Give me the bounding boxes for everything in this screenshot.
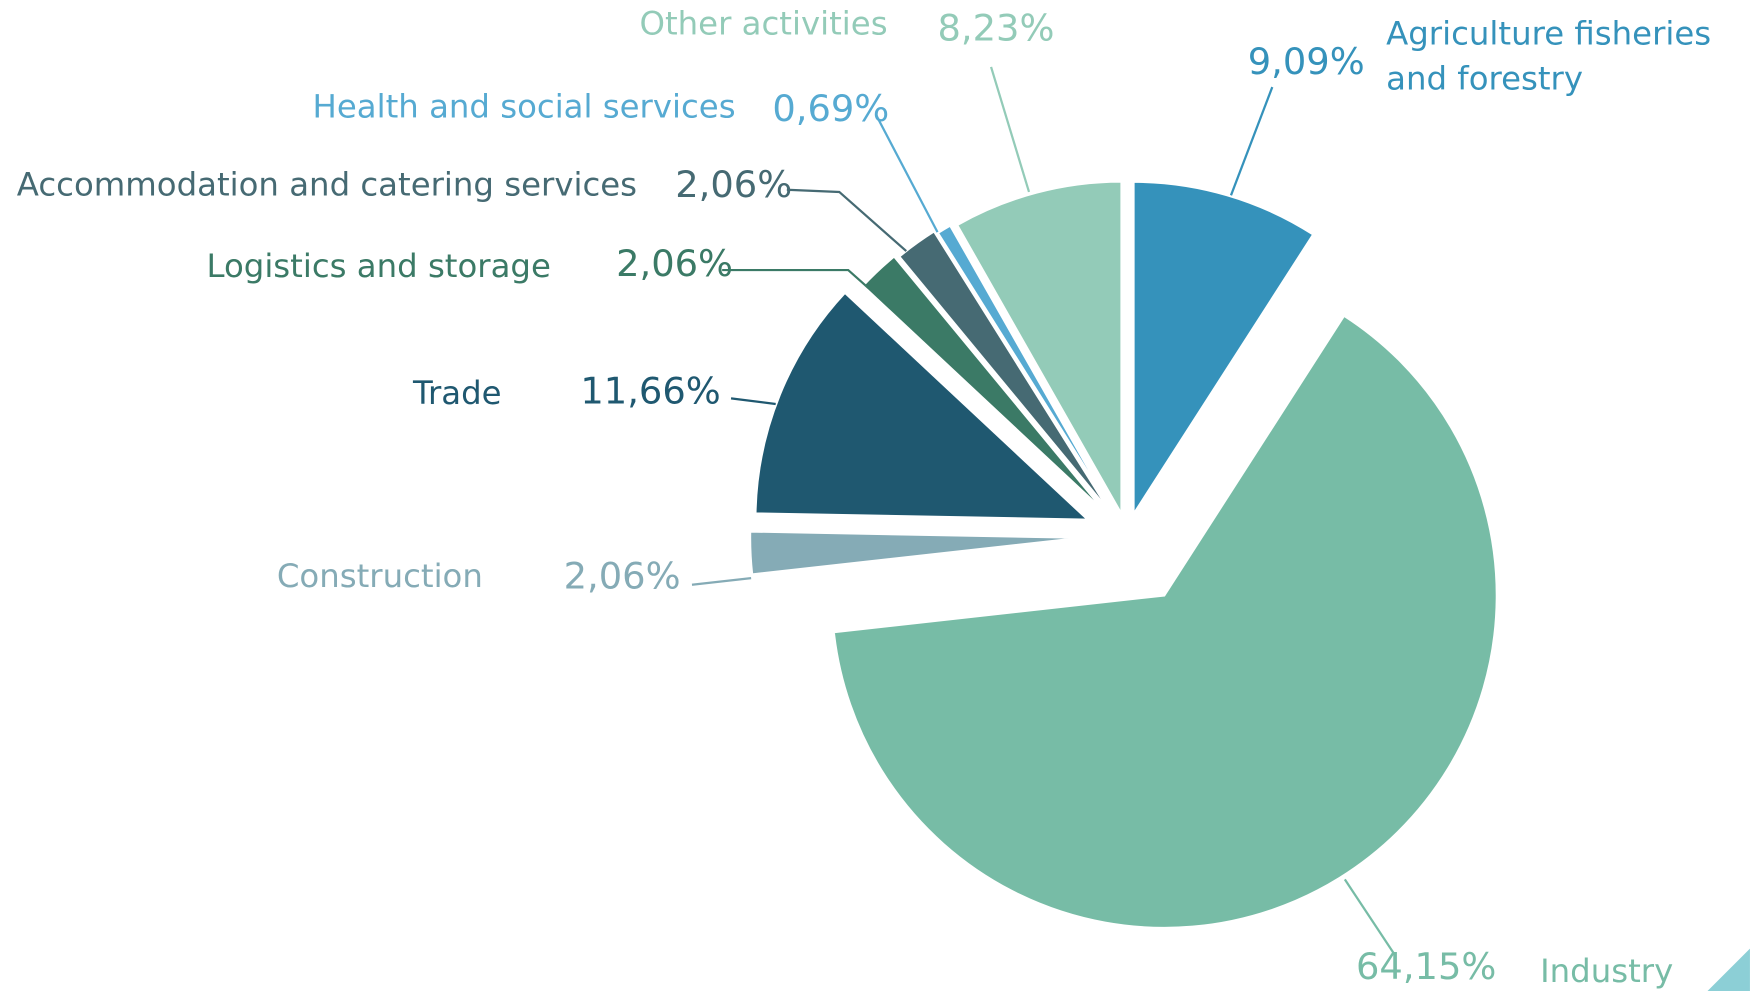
pie-slice [1132, 180, 1315, 519]
slice-label: Construction [277, 557, 483, 595]
slice-percent: 2,06% [616, 242, 733, 285]
pie-slice [897, 229, 1112, 514]
leader-line [1229, 86, 1274, 196]
pie-slice [955, 180, 1123, 519]
slice-label: Logistics and storage [207, 247, 551, 285]
slice-percent: 9,09% [1248, 40, 1365, 83]
slice-percent: 8,23% [937, 7, 1054, 50]
slice-percent: 2,06% [564, 555, 681, 598]
leader-line [875, 114, 939, 233]
corner-decoration [1707, 948, 1750, 991]
pie-slice [861, 254, 1107, 514]
leader-line [989, 66, 1031, 193]
slice-percent: 2,06% [675, 163, 792, 206]
slice-label: Trade [412, 374, 502, 412]
slice-label: Industry [1540, 952, 1673, 990]
leader-line [786, 188, 907, 252]
leader-line [1343, 878, 1396, 956]
leader-line [691, 576, 752, 586]
pie-slice [754, 291, 1091, 521]
pie-slice [748, 530, 1083, 576]
pie-slice [936, 223, 1116, 516]
slice-percent: 11,66% [580, 369, 720, 412]
slice-label: Other activities [640, 5, 888, 43]
slice-percent: 64,15% [1356, 945, 1496, 988]
slice-label: Health and social services [313, 87, 736, 125]
slice-label: Accommodation and catering services [17, 165, 637, 203]
leader-line [722, 268, 870, 289]
slice-label: Agriculture fisheries and forestry [1386, 14, 1712, 98]
slice-percent: 0,69% [772, 87, 889, 130]
pie-slice [832, 314, 1498, 930]
leader-line [730, 397, 776, 406]
slice-label-box: Agriculture fisheries and forestry [1386, 14, 1712, 98]
